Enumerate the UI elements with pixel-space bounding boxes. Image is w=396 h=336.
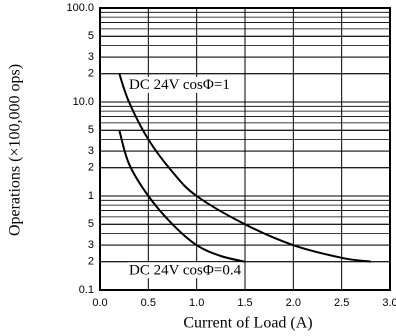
y-tick-label: 3 (88, 239, 94, 251)
annotation: DC 24V cosΦ=1 (129, 77, 230, 93)
y-tick-label: 0.1 (79, 284, 94, 296)
y-tick-label: 5 (88, 124, 94, 136)
y-tick-label: 5 (88, 218, 94, 230)
x-tick-label: 0.5 (141, 297, 156, 309)
y-tick-label: 3 (88, 51, 94, 63)
x-tick-label: 2.0 (286, 297, 301, 309)
y-tick-label: 100.0 (66, 2, 94, 14)
line-series (118, 73, 371, 263)
y-tick-label: 3 (88, 145, 94, 157)
x-tick-label: 1.5 (237, 297, 252, 309)
plot-frame (99, 7, 391, 291)
y-tick-label: 2 (88, 256, 94, 268)
x-tick-label: 0.0 (92, 297, 107, 309)
y-tick-label: 2 (88, 68, 94, 80)
y-tick-label: 5 (88, 30, 94, 42)
x-tick-label: 2.5 (334, 297, 349, 309)
y-tick-label: 10.0 (73, 96, 94, 108)
y-tick-label: 1 (88, 190, 94, 202)
line-series (118, 130, 246, 263)
y-tick-label: 2 (88, 162, 94, 174)
annotation: DC 24V cosΦ=0.4 (129, 262, 242, 278)
x-axis-title: Current of Load (A) (183, 315, 312, 332)
x-tick-label: 1.0 (189, 297, 204, 309)
annotation-bg (128, 262, 243, 279)
x-tick-label: 3.0 (382, 297, 396, 309)
annotation-bg (128, 76, 231, 93)
y-axis-title: Operations (×100,000 ops) (7, 64, 24, 236)
